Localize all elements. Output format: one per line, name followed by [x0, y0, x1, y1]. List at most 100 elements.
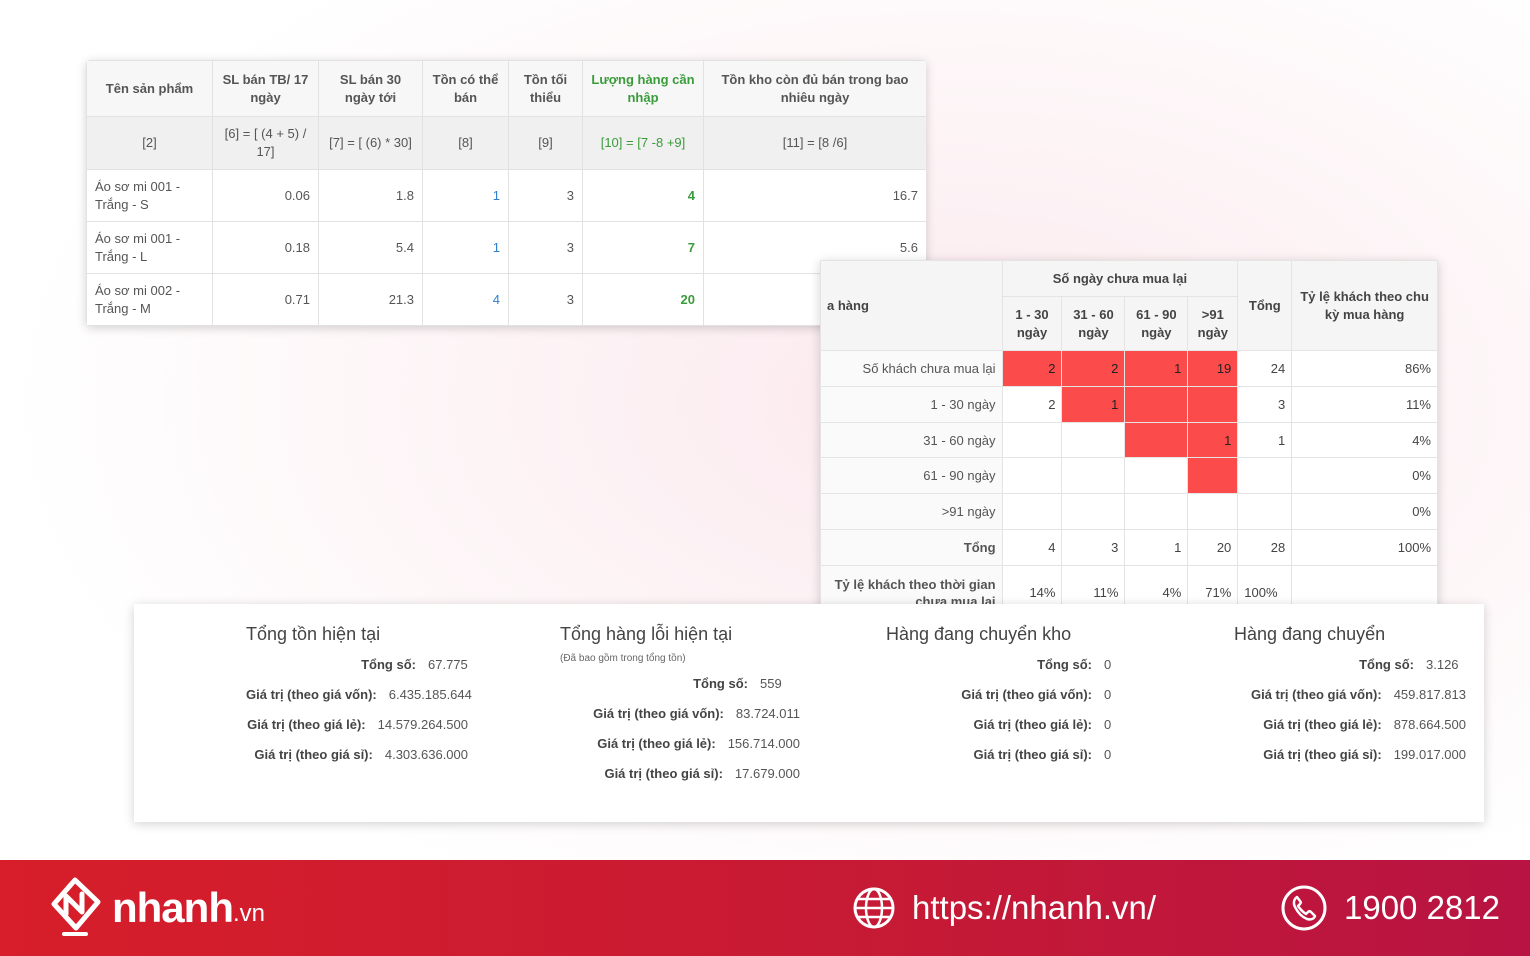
summary-title: Tổng tồn hiện tại — [246, 624, 381, 644]
summary-key: Giá trị (theo giá vốn): — [593, 705, 724, 721]
website-url: https://nhanh.vn/ — [912, 889, 1157, 926]
summary-row: Tổng số: 559 — [560, 668, 800, 698]
cohort-row-rate: 11% — [1291, 386, 1438, 423]
cohort-row-label: 61 - 90 ngày — [820, 457, 1003, 494]
summary-row: Giá trị (theo giá lẻ): 156.714.000 — [560, 728, 800, 758]
minimum-value: 3 — [508, 169, 583, 222]
phone-number: 1900 2812 — [1344, 889, 1500, 926]
brand-logo[interactable]: nhanh .vn — [46, 874, 265, 942]
summary-title: Hàng đang chuyển — [1234, 624, 1386, 644]
cohort-sum-rate: 100% — [1291, 529, 1438, 566]
cohort-row-total: 24 — [1237, 350, 1293, 387]
formula-cell: [11] = [8 /6] — [703, 116, 926, 170]
cohort-cell — [1001, 493, 1063, 530]
cohort-table: a hàng Số ngày chưa mua lại Tổng Tỷ lệ k… — [820, 260, 1438, 618]
available-value: 1 — [422, 169, 509, 222]
cohort-cell: 2 — [1001, 386, 1063, 423]
summary-key: Giá trị (theo giá vốn): — [246, 686, 377, 702]
phone-link[interactable]: 1900 2812 — [1280, 882, 1500, 934]
summary-value: 878.664.500 — [1393, 716, 1466, 732]
cohort-row-label: 1 - 30 ngày — [820, 386, 1003, 423]
summary-key: Giá trị (theo giá vốn): — [961, 686, 1092, 702]
product-name: Áo sơ mi 002 - Trắng - M — [86, 273, 213, 326]
cohort-cell: 1 — [1187, 422, 1239, 458]
globe-icon — [853, 887, 895, 929]
summary-block-shipping: Hàng đang chuyển Tổng số: 3.126 Giá trị (… — [1234, 624, 1466, 769]
cohort-cell — [1124, 457, 1189, 494]
cohort-cell — [1187, 493, 1239, 530]
product-name: Áo sơ mi 001 - Trắng - S — [86, 169, 213, 222]
summary-row: Giá trị (theo giá lẻ): 0 — [886, 709, 1144, 739]
summary-value: 156.714.000 — [727, 735, 800, 751]
cohort-total-header: Tổng — [1237, 260, 1293, 351]
cohort-group-header: Số ngày chưa mua lại — [1001, 260, 1239, 297]
summary-row: Giá trị (theo giá sỉ): 199.017.000 — [1234, 739, 1466, 769]
phone-icon — [1281, 885, 1327, 931]
summary-value: 14.579.264.500 — [377, 716, 468, 732]
summary-row: Giá trị (theo giá vốn): 459.817.813 — [1234, 679, 1466, 709]
cohort-sum-cell: 3 — [1061, 529, 1126, 566]
col-header-days-left: Tồn kho còn đủ bán trong bao nhiêu ngày — [703, 60, 926, 117]
formula-cell: [2] — [86, 116, 213, 170]
inventory-panel: Tên sản phẩm SL bán TB/ 17 ngày SL bán 3… — [86, 60, 926, 326]
cohort-rate-header: Tỷ lệ khách theo chu kỳ mua hàng — [1291, 260, 1438, 351]
summary-note: (Đã bao gồm trong tổng tồn) — [560, 653, 686, 664]
cohort-cell — [1124, 493, 1189, 530]
product-name: Áo sơ mi 001 - Trắng - L — [86, 221, 213, 274]
summary-row: Giá trị (theo giá vốn): 0 — [886, 679, 1144, 709]
table-row: Áo sơ mi 001 - Trắng - L 0.18 5.4 1 3 7 … — [86, 221, 926, 274]
cohort-sum-cell: 4 — [1001, 529, 1063, 566]
cohort-row-rate: 0% — [1291, 457, 1438, 494]
summary-key: Giá trị (theo giá sỉ): — [254, 746, 373, 762]
summary-value: 6.435.185.644 — [388, 686, 472, 702]
summary-title: Tổng hàng lỗi hiện tại — [560, 624, 733, 644]
cohort-sum-row: Tổng 4 3 1 20 28 100% — [820, 529, 1438, 566]
summary-row: Giá trị (theo giá lẻ): 878.664.500 — [1234, 709, 1466, 739]
next30-value: 21.3 — [318, 273, 423, 326]
col-header-minimum: Tồn tối thiểu — [508, 60, 583, 117]
summary-key: Giá trị (theo giá sỉ): — [1263, 746, 1382, 762]
summary-row: Tổng số: 67.775 — [246, 649, 468, 679]
days-left-value: 16.7 — [703, 169, 926, 222]
avg-sales-value: 0.71 — [212, 273, 319, 326]
cohort-row-label: >91 ngày — [820, 493, 1003, 530]
cohort-row-rate: 4% — [1291, 422, 1438, 458]
cohort-corner-label: a hàng — [820, 260, 1003, 351]
available-value: 4 — [422, 273, 509, 326]
table-row: 31 - 60 ngày 1 1 4% — [820, 422, 1438, 458]
logo-mark-icon — [51, 877, 101, 936]
cohort-panel: a hàng Số ngày chưa mua lại Tổng Tỷ lệ k… — [820, 260, 1438, 618]
avg-sales-value: 0.06 — [212, 169, 319, 222]
cohort-sum-cell: 1 — [1124, 529, 1189, 566]
summary-value: 4.303.636.000 — [384, 746, 468, 762]
minimum-value: 3 — [508, 221, 583, 274]
summary-value: 83.724.011 — [735, 705, 800, 721]
summary-row: Tổng số: 0 — [886, 649, 1144, 679]
summary-key: Giá trị (theo giá lẻ): — [247, 716, 366, 732]
summary-key: Giá trị (theo giá vốn): — [1250, 686, 1382, 702]
summary-key: Tổng số: — [361, 656, 416, 672]
table-row: 61 - 90 ngày 0% — [820, 457, 1438, 494]
summary-key: Giá trị (theo giá lẻ): — [1263, 716, 1382, 732]
table-row: 1 - 30 ngày 2 1 3 11% — [820, 386, 1438, 423]
cohort-row-total: 1 — [1237, 422, 1293, 458]
summary-value: 0 — [1104, 656, 1112, 672]
formula-cell: [10] = [7 -8 +9] — [582, 116, 704, 170]
table-row: Áo sơ mi 001 - Trắng - S 0.06 1.8 1 3 4 … — [86, 169, 926, 222]
cohort-cell — [1187, 386, 1239, 423]
summary-title: Hàng đang chuyển kho — [886, 624, 1072, 644]
summary-key: Giá trị (theo giá lẻ): — [973, 716, 1092, 732]
cohort-cell — [1001, 457, 1063, 494]
website-link[interactable]: https://nhanh.vn/ — [852, 882, 1156, 934]
cohort-col-header: 1 - 30 ngày — [1001, 296, 1063, 351]
cohort-row-total — [1237, 457, 1293, 494]
summary-row: Giá trị (theo giá vốn): 6.435.185.644 — [246, 679, 472, 709]
cohort-cell: 1 — [1061, 386, 1126, 423]
cohort-row-rate: 86% — [1291, 350, 1438, 387]
summary-row: Giá trị (theo giá vốn): 83.724.011 — [560, 698, 800, 728]
cohort-sum-total: 28 — [1237, 529, 1293, 566]
cohort-cell: 1 — [1124, 350, 1189, 387]
summary-row: Tổng số: 3.126 — [1234, 649, 1466, 679]
cohort-row-label: Số khách chưa mua lại — [820, 350, 1003, 387]
summary-row: Giá trị (theo giá sỉ): 17.679.000 — [560, 758, 800, 788]
